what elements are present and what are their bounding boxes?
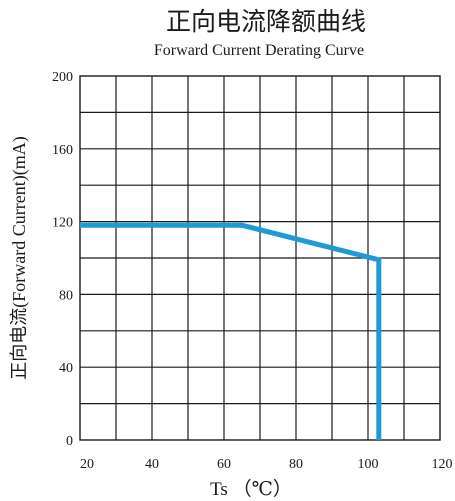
plot-frame xyxy=(79,75,441,441)
y-tick-label: 40 xyxy=(59,361,73,376)
x-tick-labels: 20 40 60 80 100 120 xyxy=(80,457,453,472)
series-group xyxy=(80,222,382,440)
y-tick-label: 0 xyxy=(66,434,73,449)
y-tick-label: 80 xyxy=(59,288,73,303)
y-axis-label: 正向电流(Forward Current)(mA) xyxy=(9,136,30,379)
x-axis-label: Ts （℃） xyxy=(210,478,292,500)
x-tick-label: 120 xyxy=(432,457,453,472)
y-tick-label: 120 xyxy=(52,216,73,231)
chart-title: 正向电流降额曲线 xyxy=(166,7,366,36)
grid-lines xyxy=(80,76,440,440)
x-tick-label: 60 xyxy=(217,457,231,472)
x-tick-label: 100 xyxy=(358,457,379,472)
derating-curve-line xyxy=(80,222,382,440)
y-tick-labels: 0 40 80 120 160 200 xyxy=(52,70,73,449)
y-tick-label: 200 xyxy=(52,70,73,85)
x-tick-label: 80 xyxy=(289,457,303,472)
y-tick-label: 160 xyxy=(52,143,73,158)
x-tick-label: 40 xyxy=(145,457,159,472)
x-tick-label: 20 xyxy=(80,457,94,472)
chart-subtitle: Forward Current Derating Curve xyxy=(154,42,364,59)
